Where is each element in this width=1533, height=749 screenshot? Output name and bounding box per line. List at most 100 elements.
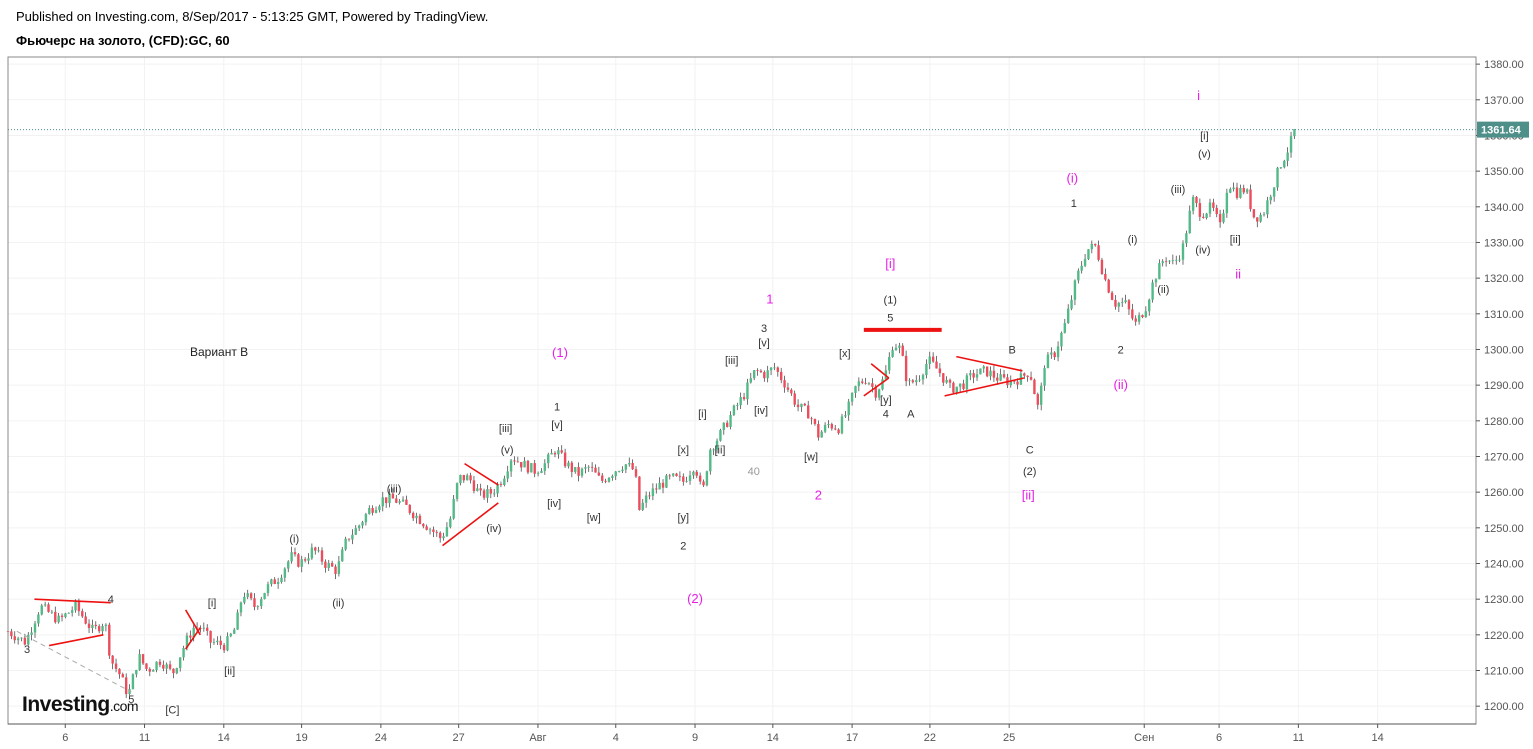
candle-body <box>621 469 624 472</box>
candle-body <box>1127 300 1131 310</box>
candle-body <box>374 510 378 513</box>
candle-body <box>996 377 999 381</box>
candle-body <box>658 482 661 490</box>
candle-body <box>148 668 152 672</box>
candle-body <box>1158 263 1161 280</box>
triangle-line <box>48 634 104 647</box>
candle-body <box>131 674 135 690</box>
candle-body <box>540 470 543 473</box>
candle-body <box>1087 249 1090 260</box>
candle-body <box>476 488 479 491</box>
candle-body <box>705 471 709 486</box>
candle-body <box>263 593 266 600</box>
candle-body <box>553 452 557 455</box>
candle-body <box>567 462 570 467</box>
candle-body <box>1053 352 1056 358</box>
candle-body <box>266 584 270 594</box>
candle-body <box>857 381 861 387</box>
candle-body <box>422 523 425 527</box>
wave-annotations: 3 4 5 [C] [i] [ii] (i) (ii) (iii) (iv) (v) [iii] 1 [v… <box>8 88 1476 717</box>
wave-label: A <box>907 409 915 421</box>
candle-body <box>462 474 466 481</box>
candle-body <box>307 558 310 561</box>
candle-body <box>243 596 246 603</box>
wave-label-major: (ii) <box>1114 377 1128 392</box>
candle-body <box>1066 308 1070 324</box>
candle-body <box>1266 200 1269 215</box>
plot-frame <box>7 56 1477 725</box>
candle-body <box>715 440 719 450</box>
candle-body <box>314 547 317 551</box>
wave-label: (iii) <box>1171 184 1186 196</box>
candle-body <box>560 450 563 453</box>
candle-body <box>533 463 536 474</box>
wave-label: [ii] <box>714 444 725 456</box>
y-tick-label: 1230.00 <box>1484 594 1524 606</box>
y-tick-label: 1220.00 <box>1484 630 1524 642</box>
candle-body <box>1023 373 1026 376</box>
candle-body <box>668 475 671 477</box>
x-tick-label: 14 <box>1372 732 1384 744</box>
candle-body <box>597 472 601 476</box>
candle-body <box>253 598 256 608</box>
candle-body <box>1195 196 1198 204</box>
candle-body <box>138 654 141 670</box>
candle-body <box>334 566 337 574</box>
candle-body <box>874 386 877 398</box>
candle-body <box>1151 282 1154 300</box>
candle-body <box>783 380 786 388</box>
candle-body <box>904 355 908 382</box>
candle-body <box>776 367 780 372</box>
candle-body <box>57 615 60 623</box>
candle-body <box>182 647 185 658</box>
wave-label: [ii] <box>224 665 235 677</box>
candle-body <box>405 499 408 505</box>
candle-body <box>459 474 462 484</box>
candle-body <box>13 636 16 641</box>
candle-body <box>587 466 590 468</box>
candle-body <box>1090 243 1094 250</box>
candle-body <box>1114 299 1117 307</box>
candle-body <box>317 550 320 552</box>
candle-body <box>1229 189 1232 193</box>
candle-body <box>192 627 195 638</box>
candle-body <box>1208 202 1212 214</box>
triangle-line <box>464 462 499 486</box>
candle-body <box>698 475 702 482</box>
candle-body <box>543 463 547 471</box>
candle-body <box>33 623 37 633</box>
candle-body <box>280 577 283 583</box>
axes: 1200.00 1210.00 1220.00 1230.00 1240.00 1250.… <box>7 56 1529 744</box>
candle-body <box>1272 187 1276 197</box>
candle-body <box>830 424 834 429</box>
candle-body <box>351 534 354 540</box>
candle-body <box>327 562 330 568</box>
candle-body <box>601 475 604 481</box>
candle-body <box>1245 189 1249 193</box>
wave-label: 3 <box>761 323 767 335</box>
candle-body <box>661 482 665 488</box>
candle-body <box>398 501 401 503</box>
candle-body <box>43 604 47 606</box>
candle-body <box>651 488 655 497</box>
candle-body <box>722 422 725 431</box>
candle-body <box>516 461 520 463</box>
last-price-badge <box>1477 121 1529 138</box>
candle-body <box>84 616 87 624</box>
x-tick-label: 27 <box>453 732 465 744</box>
candle-body <box>54 611 57 623</box>
candle-body <box>530 463 533 473</box>
candle-body <box>958 383 962 387</box>
wave-label: (1) <box>884 295 897 307</box>
candle-body <box>202 627 206 629</box>
candle-body <box>1178 259 1181 261</box>
candle-body <box>590 466 594 468</box>
candle-body <box>641 502 644 510</box>
candle-body <box>128 689 131 695</box>
candle-body <box>1168 260 1171 262</box>
published-info: Published on Investing.com, 8/Sep/2017 -… <box>16 9 489 24</box>
candle-body <box>975 374 979 378</box>
y-tick-label: 1210.00 <box>1484 665 1524 677</box>
wave-label-major: [ii] <box>1022 488 1035 503</box>
